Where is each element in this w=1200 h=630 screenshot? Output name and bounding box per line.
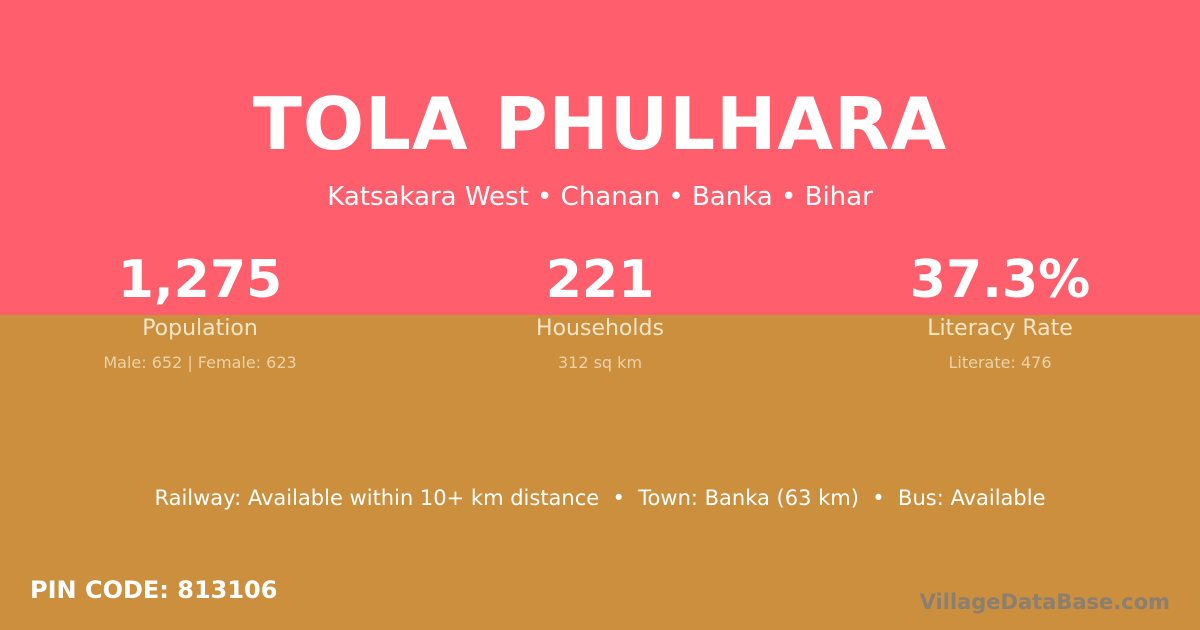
stat-detail: Male: 652 | Female: 623 [103, 353, 297, 372]
amenities-info: Railway: Available within 10+ km distanc… [154, 486, 1046, 510]
stat-label: Literacy Rate [927, 316, 1073, 341]
stat-detail: Literate: 476 [948, 353, 1052, 372]
header-band [0, 0, 1200, 315]
stat-value: 221 [545, 250, 655, 310]
stat-households: 221 Households 312 sq km [400, 250, 800, 372]
footer-band [0, 315, 1200, 630]
stat-population: 1,275 Population Male: 652 | Female: 623 [0, 250, 400, 372]
brand-watermark: VillageDataBase.com [919, 590, 1170, 614]
pin-code: PIN CODE: 813106 [30, 576, 278, 604]
stat-detail: 312 sq km [557, 353, 643, 372]
location-breadcrumb: Katsakara West • Chanan • Banka • Bihar [327, 182, 873, 212]
village-title: TOLA PHULHARA [252, 82, 948, 166]
stat-value: 1,275 [117, 250, 283, 310]
stat-value: 37.3% [909, 250, 1091, 310]
stat-label: Households [536, 316, 664, 341]
stat-label: Population [142, 316, 258, 341]
stat-literacy: 37.3% Literacy Rate Literate: 476 [800, 250, 1200, 372]
